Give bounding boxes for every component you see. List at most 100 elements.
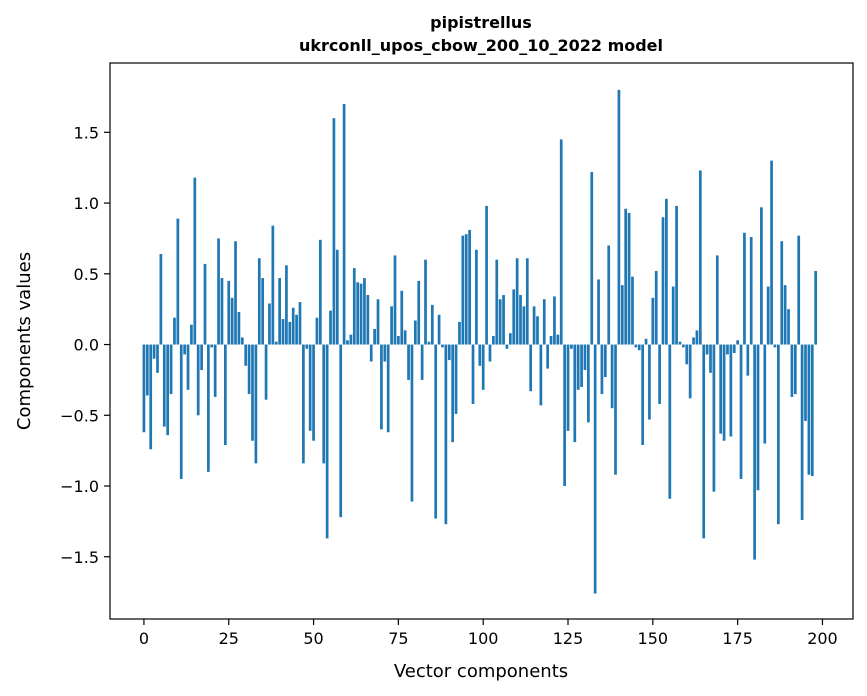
bar (308, 344, 312, 431)
bar (695, 330, 699, 345)
bar (804, 344, 807, 421)
bar (257, 258, 261, 345)
bar (607, 245, 611, 345)
x-axis: 0 25 50 75 100 125 150 175 200 (139, 619, 838, 648)
x-tick-label: 75 (388, 629, 408, 648)
bar (770, 160, 773, 345)
bar (196, 344, 200, 416)
bar (777, 344, 780, 525)
bar (237, 312, 241, 345)
bar (234, 241, 237, 345)
bar (437, 314, 441, 345)
bar (705, 344, 709, 355)
bar (685, 344, 689, 365)
bar (298, 302, 302, 345)
bar (719, 344, 723, 434)
bar (766, 286, 770, 345)
y-tick-label: −1.5 (60, 548, 99, 567)
bar (346, 340, 349, 345)
bar (573, 344, 577, 443)
bar (668, 344, 672, 499)
y-tick-label: −0.5 (60, 406, 99, 425)
bar (732, 344, 736, 354)
bar (441, 344, 444, 348)
bar (278, 278, 281, 345)
bar (749, 237, 753, 345)
bar (329, 310, 332, 345)
bar (461, 235, 465, 345)
bar (434, 344, 438, 519)
bar (203, 263, 207, 345)
bar (417, 280, 421, 345)
bar (213, 344, 217, 397)
bar (407, 344, 410, 380)
bar (359, 283, 363, 345)
bar (478, 344, 482, 366)
bar (651, 297, 655, 345)
bar (644, 338, 648, 345)
bar (285, 265, 288, 345)
bar (169, 344, 173, 395)
bar (481, 344, 485, 390)
bar (692, 337, 695, 345)
bar (274, 341, 278, 345)
bar (325, 344, 329, 539)
bar (373, 328, 376, 345)
bar (739, 344, 743, 479)
x-tick-label: 50 (303, 629, 323, 648)
x-tick-label: 150 (638, 629, 669, 648)
bar (261, 278, 265, 345)
bar (590, 171, 594, 345)
bar (288, 321, 292, 345)
bar (376, 299, 380, 345)
bar (217, 238, 220, 345)
bar (722, 344, 726, 441)
bar (403, 330, 407, 345)
bar (451, 344, 455, 443)
bar (430, 304, 434, 345)
bar (603, 344, 607, 378)
bar (753, 344, 756, 560)
bar (159, 253, 163, 345)
bar (610, 344, 614, 409)
bar (797, 235, 801, 345)
bar (495, 259, 499, 345)
bar (519, 295, 522, 345)
bar (726, 344, 729, 355)
bar (617, 89, 621, 345)
bar (654, 270, 658, 345)
bar (142, 344, 146, 433)
bar (634, 344, 638, 348)
bar (698, 170, 702, 345)
bar (410, 344, 414, 502)
bar (424, 259, 427, 345)
bar (413, 320, 417, 345)
bar (580, 344, 583, 387)
bar (532, 306, 536, 345)
bar (492, 336, 495, 345)
bar (427, 341, 431, 345)
bar (546, 344, 550, 369)
bar (315, 317, 319, 345)
bar (322, 344, 326, 464)
bar (620, 285, 624, 345)
bar (800, 344, 804, 520)
bar (682, 344, 685, 348)
bar (207, 344, 210, 472)
y-axis: −1.5 −1.0 −0.5 0.0 0.5 1.0 1.5 (60, 123, 110, 567)
bar (712, 344, 716, 492)
bar (600, 344, 604, 395)
bar (227, 280, 231, 345)
bar (515, 258, 519, 345)
bar (583, 344, 587, 371)
bar (400, 290, 404, 345)
y-tick-label: 1.0 (74, 194, 99, 213)
bar (471, 344, 475, 404)
bar (502, 295, 505, 345)
chart-title: pipistrellus (430, 13, 532, 32)
bar (383, 344, 387, 362)
bar (763, 344, 767, 444)
bar (485, 205, 488, 345)
bar (176, 218, 180, 345)
